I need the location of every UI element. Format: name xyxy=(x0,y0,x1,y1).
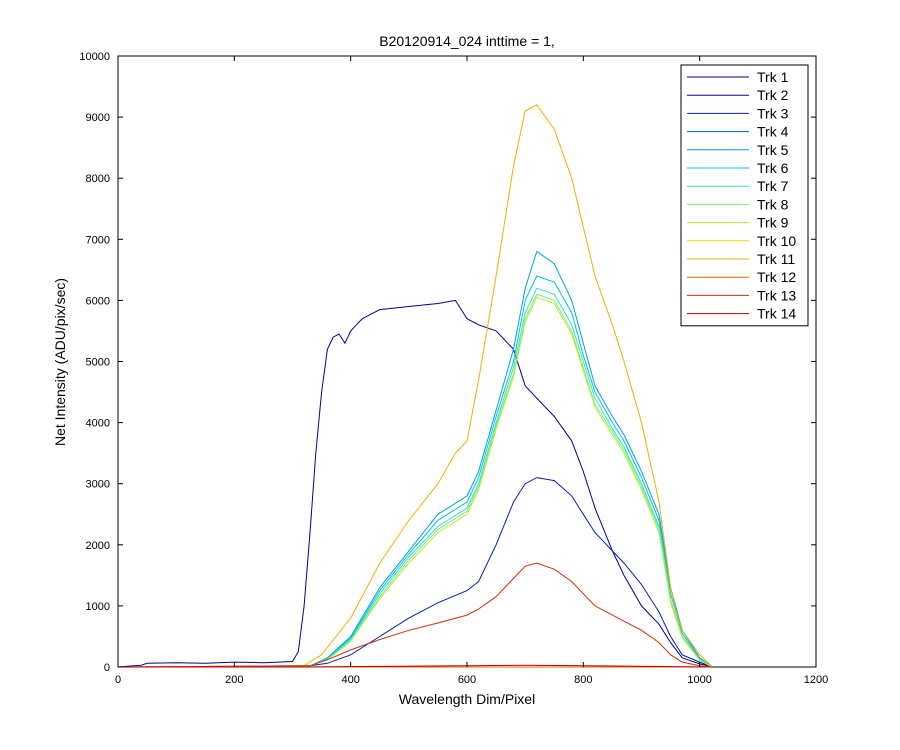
y-tick-label: 7000 xyxy=(86,234,110,246)
series-line-trk-11 xyxy=(117,104,712,668)
series-line-trk-2 xyxy=(117,299,712,668)
x-tick-label: 600 xyxy=(458,674,476,686)
y-tick-label: 6000 xyxy=(86,295,110,307)
y-tick-label: 10000 xyxy=(79,51,110,63)
legend-label-trk-7: Trk 7 xyxy=(757,178,789,194)
x-tick-label: 400 xyxy=(341,674,359,686)
y-tick-label: 2000 xyxy=(86,540,110,552)
legend-label-trk-13: Trk 13 xyxy=(757,287,796,303)
legend-label-trk-14: Trk 14 xyxy=(757,306,796,322)
x-axis-label: Wavelength Dim/Pixel xyxy=(399,691,535,707)
series-line-trk-8 xyxy=(117,293,712,668)
series-line-trk-14 xyxy=(118,664,712,668)
series-line-trk-13 xyxy=(117,562,712,668)
legend-label-trk-11: Trk 11 xyxy=(757,251,795,267)
y-tick-label: 3000 xyxy=(86,479,110,491)
legend-label-trk-3: Trk 3 xyxy=(757,105,789,121)
legend-label-trk-5: Trk 5 xyxy=(757,142,789,158)
legend-box xyxy=(680,64,809,327)
legend-label-trk-9: Trk 9 xyxy=(757,215,789,231)
series-line-trk-5 xyxy=(117,250,712,668)
y-axis-label: Net Intensity (ADU/pix/sec) xyxy=(52,278,68,446)
x-tick-label: 800 xyxy=(574,674,592,686)
y-tick-label: 4000 xyxy=(86,418,110,430)
x-tick-label: 1000 xyxy=(687,674,711,686)
y-tick-label: 1000 xyxy=(86,601,110,613)
y-tick-label: 9000 xyxy=(86,112,110,124)
y-tick-label: 8000 xyxy=(86,173,110,185)
series-line-trk-9 xyxy=(117,296,712,668)
series-line-trk-7 xyxy=(117,287,712,668)
x-tick-label: 0 xyxy=(115,674,121,686)
legend-label-trk-6: Trk 6 xyxy=(757,160,789,176)
legend-label-trk-4: Trk 4 xyxy=(757,124,789,140)
x-tick-label: 1200 xyxy=(804,674,828,686)
y-tick-label: 0 xyxy=(104,662,110,674)
series-layer xyxy=(117,104,712,668)
legend-label-trk-1: Trk 1 xyxy=(757,69,789,85)
series-line-trk-3 xyxy=(118,477,712,668)
x-tick-label: 200 xyxy=(225,674,243,686)
legend-label-trk-12: Trk 12 xyxy=(757,269,796,285)
chart-title: B20120914_024 inttime = 1, xyxy=(379,33,555,49)
legend-label-trk-8: Trk 8 xyxy=(757,196,789,212)
legend-label-trk-2: Trk 2 xyxy=(757,87,789,103)
axes-layer: 0 200 400 600 800 1000 1200 0 1000 2000 3000 4000 50… xyxy=(79,51,828,686)
legend: Trk 1 Trk 2 Trk 3 Trk 4 Trk 5 Trk 6 Trk 7 Trk 8… xyxy=(680,64,809,327)
y-tick-label: 5000 xyxy=(86,357,110,369)
legend-label-trk-10: Trk 10 xyxy=(757,233,796,249)
series-line-trk-6 xyxy=(117,275,712,668)
